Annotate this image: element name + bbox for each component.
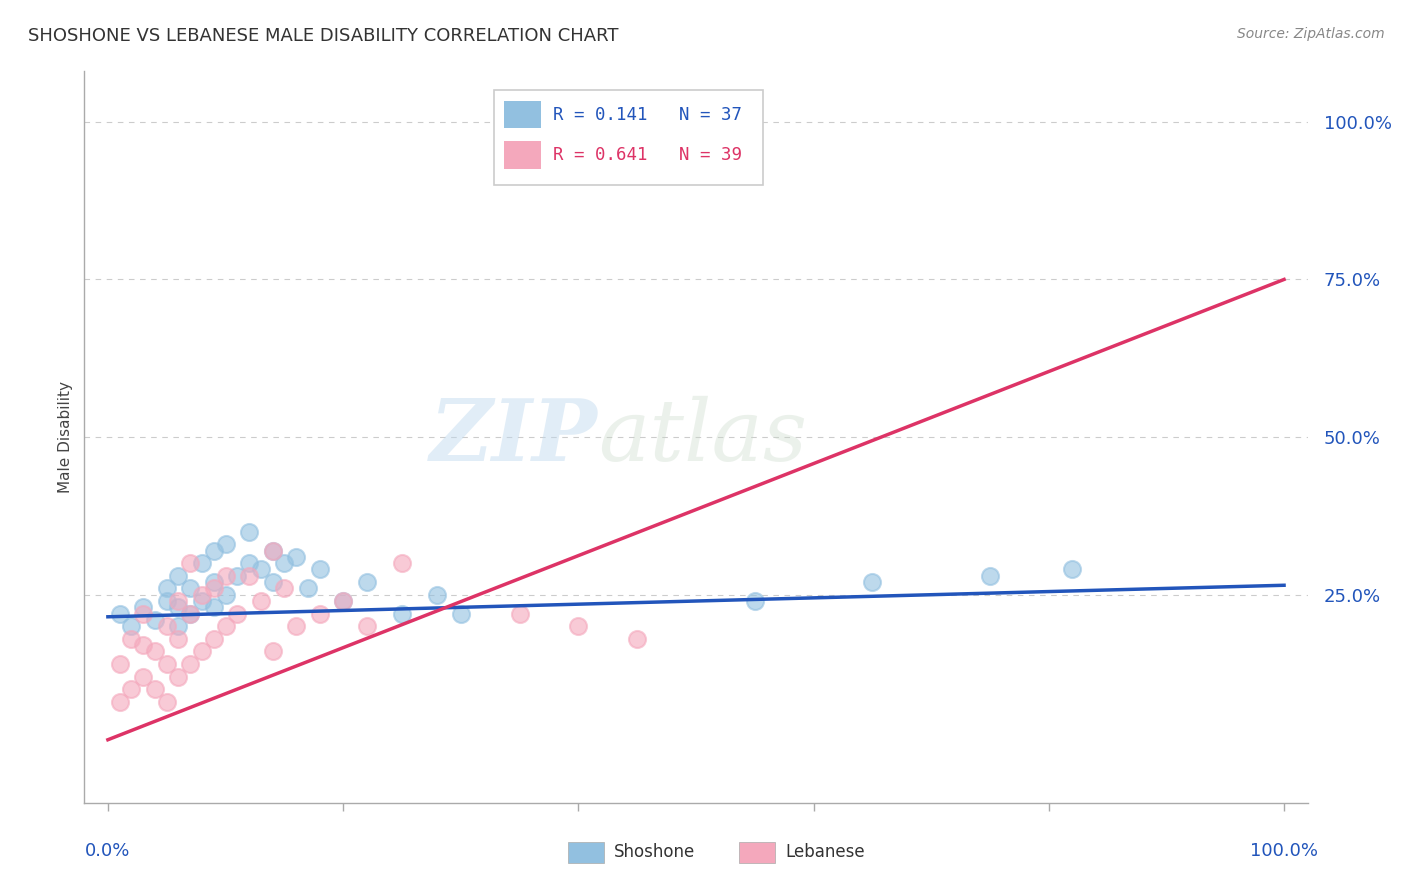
Point: [202, 582, 225, 596]
Point: [202, 632, 225, 646]
Point: [238, 556, 260, 570]
Point: [132, 638, 155, 652]
Point: [167, 600, 190, 615]
Point: [262, 543, 284, 558]
FancyBboxPatch shape: [494, 90, 763, 185]
Y-axis label: Male Disability: Male Disability: [58, 381, 73, 493]
Text: ZIP: ZIP: [430, 395, 598, 479]
Point: [273, 582, 295, 596]
Text: Lebanese: Lebanese: [786, 843, 865, 861]
FancyBboxPatch shape: [503, 101, 541, 128]
Point: [626, 632, 648, 646]
Point: [979, 569, 1001, 583]
Point: [156, 695, 179, 709]
Text: atlas: atlas: [598, 396, 807, 478]
Point: [226, 607, 249, 621]
Point: [238, 524, 260, 539]
Point: [179, 657, 201, 671]
Point: [262, 575, 284, 590]
Point: [285, 549, 308, 564]
Point: [308, 562, 330, 576]
Point: [308, 607, 330, 621]
Point: [156, 594, 179, 608]
Point: [214, 619, 236, 633]
Point: [202, 575, 225, 590]
Point: [202, 543, 225, 558]
Point: [567, 619, 589, 633]
Point: [297, 582, 319, 596]
Point: [108, 657, 131, 671]
Point: [450, 607, 472, 621]
Point: [143, 613, 166, 627]
Point: [120, 619, 142, 633]
Point: [262, 644, 284, 658]
Point: [120, 632, 142, 646]
Point: [108, 607, 131, 621]
Point: [167, 569, 190, 583]
Point: [156, 619, 179, 633]
Point: [156, 582, 179, 596]
Point: [226, 569, 249, 583]
Point: [167, 632, 190, 646]
Point: [860, 575, 883, 590]
Point: [356, 575, 378, 590]
Point: [202, 600, 225, 615]
Point: [262, 543, 284, 558]
Point: [214, 537, 236, 551]
Point: [167, 619, 190, 633]
Point: [391, 607, 413, 621]
Point: [191, 594, 214, 608]
Point: [391, 556, 413, 570]
Point: [356, 619, 378, 633]
Point: [108, 695, 131, 709]
Point: [744, 594, 766, 608]
Text: R = 0.641   N = 39: R = 0.641 N = 39: [553, 146, 742, 164]
Point: [249, 594, 271, 608]
Point: [509, 607, 531, 621]
Text: R = 0.141   N = 37: R = 0.141 N = 37: [553, 105, 742, 123]
Point: [285, 619, 308, 633]
Point: [120, 682, 142, 697]
Point: [167, 670, 190, 684]
Point: [179, 607, 201, 621]
Text: Shoshone: Shoshone: [614, 843, 695, 861]
Point: [249, 562, 271, 576]
Point: [191, 556, 214, 570]
Point: [132, 607, 155, 621]
FancyBboxPatch shape: [738, 842, 776, 863]
FancyBboxPatch shape: [568, 842, 605, 863]
Point: [156, 657, 179, 671]
Point: [191, 644, 214, 658]
Point: [143, 682, 166, 697]
Text: 100.0%: 100.0%: [1250, 842, 1317, 860]
Point: [132, 600, 155, 615]
Point: [332, 594, 354, 608]
Point: [273, 556, 295, 570]
Text: 0.0%: 0.0%: [86, 842, 131, 860]
Point: [179, 582, 201, 596]
Point: [214, 569, 236, 583]
Point: [143, 644, 166, 658]
Point: [332, 594, 354, 608]
Point: [191, 588, 214, 602]
Point: [685, 115, 707, 129]
Point: [426, 588, 449, 602]
Point: [238, 569, 260, 583]
Point: [179, 556, 201, 570]
Point: [214, 588, 236, 602]
Point: [167, 594, 190, 608]
Text: SHOSHONE VS LEBANESE MALE DISABILITY CORRELATION CHART: SHOSHONE VS LEBANESE MALE DISABILITY COR…: [28, 27, 619, 45]
FancyBboxPatch shape: [503, 141, 541, 169]
Point: [132, 670, 155, 684]
Point: [179, 607, 201, 621]
Point: [1062, 562, 1084, 576]
Text: Source: ZipAtlas.com: Source: ZipAtlas.com: [1237, 27, 1385, 41]
